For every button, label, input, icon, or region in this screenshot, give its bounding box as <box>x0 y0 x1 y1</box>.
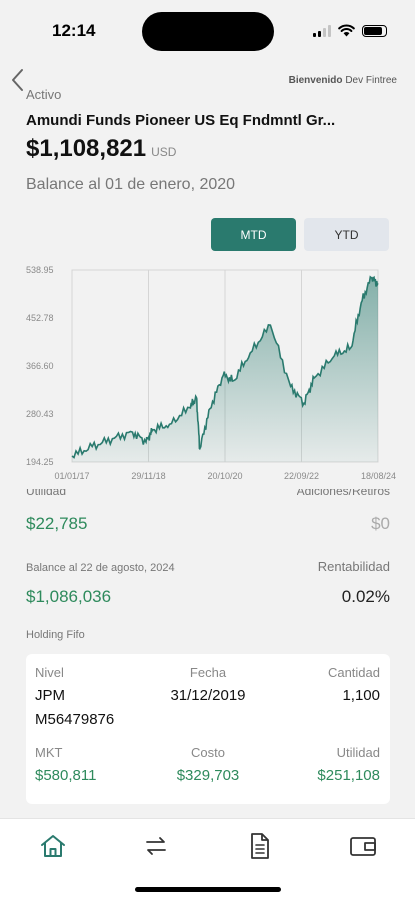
y-tick-label: 366.60 <box>26 361 54 371</box>
x-tick-label: 18/08/24 <box>361 471 396 481</box>
chart-area <box>72 276 378 462</box>
wallet-icon[interactable] <box>348 831 378 861</box>
fund-name: Amundi Funds Pioneer US Eq Fndmntl Gr... <box>26 112 336 129</box>
nivel-value-2: M56479876 <box>35 711 115 728</box>
cantidad-value: 1,100 <box>342 687 380 704</box>
dynamic-island <box>142 12 274 51</box>
x-tick-label: 01/01/17 <box>54 471 89 481</box>
period-toggle: MTD YTD <box>211 218 389 251</box>
utilidad-label: Utilidad <box>26 489 67 497</box>
x-tick-label: 22/09/22 <box>284 471 319 481</box>
balance-amount: $1,108,821 <box>26 135 147 162</box>
nivel-value-1: JPM <box>35 687 65 704</box>
holding-card[interactable]: Nivel Fecha Cantidad JPM M56479876 31/12… <box>26 654 390 804</box>
balance: $1,108,821 USD <box>26 135 176 163</box>
rentabilidad-label: Rentabilidad <box>317 559 390 574</box>
signal-icon <box>313 24 331 37</box>
holding-title: Holding Fifo <box>26 629 85 641</box>
wifi-icon <box>338 24 355 37</box>
battery-icon <box>362 24 387 37</box>
x-tick-label: 20/10/20 <box>207 471 242 481</box>
welcome-prefix: Bienvenido <box>288 75 343 86</box>
costo-value: $329,703 <box>176 767 240 784</box>
tab-bar <box>0 818 415 900</box>
y-tick-label: 194.25 <box>26 457 54 467</box>
balance-currency: USD <box>151 145 177 159</box>
back-chevron-icon[interactable] <box>6 66 32 94</box>
status-bar: 12:14 <box>0 0 415 56</box>
status-icons <box>313 24 387 37</box>
performance-chart: 538.95 452.78 366.60 280.43 194.25 01/01/17 2… <box>0 258 415 488</box>
adiciones-label: Adiciones/Retiros <box>296 489 390 497</box>
x-tick-label: 29/11/18 <box>131 471 165 481</box>
welcome-user: Dev Fintree <box>345 75 397 86</box>
y-tick-label: 538.95 <box>26 265 54 275</box>
mtd-button[interactable]: MTD <box>211 218 296 251</box>
holding-utilidad-label: Utilidad <box>336 745 380 760</box>
holding-utilidad-value: $251,108 <box>317 767 380 784</box>
welcome-text: Bienvenido Dev Fintree <box>289 75 397 86</box>
rentabilidad-value: 0.02% <box>341 587 390 606</box>
mkt-label: MKT <box>35 745 63 760</box>
balance-current-label: Balance al 22 de agosto, 2024 <box>26 562 175 574</box>
mkt-value: $580,811 <box>35 767 97 784</box>
status-time: 12:14 <box>52 21 96 40</box>
home-indicator <box>135 887 281 892</box>
document-icon[interactable] <box>244 831 274 861</box>
ytd-button[interactable]: YTD <box>304 218 389 251</box>
utilidad-value: $22,785 <box>26 514 88 533</box>
y-tick-label: 280.43 <box>26 409 54 419</box>
costo-label: Costo <box>191 745 225 760</box>
balance-current-value: $1,086,036 <box>26 587 112 606</box>
chart-svg: 538.95 452.78 366.60 280.43 194.25 01/01/17 2… <box>26 265 396 481</box>
cantidad-label: Cantidad <box>327 665 380 680</box>
home-icon[interactable] <box>38 831 68 861</box>
adiciones-value: $0 <box>371 514 390 533</box>
balance-date: Balance al 01 de enero, 2020 <box>26 176 236 193</box>
nivel-label: Nivel <box>35 665 64 680</box>
fecha-value: 31/12/2019 <box>170 687 246 704</box>
transfer-icon[interactable] <box>141 831 171 861</box>
y-tick-label: 452.78 <box>26 313 54 323</box>
asset-label: Activo <box>26 87 62 102</box>
chart-line <box>71 275 379 459</box>
fecha-label: Fecha <box>189 665 227 680</box>
